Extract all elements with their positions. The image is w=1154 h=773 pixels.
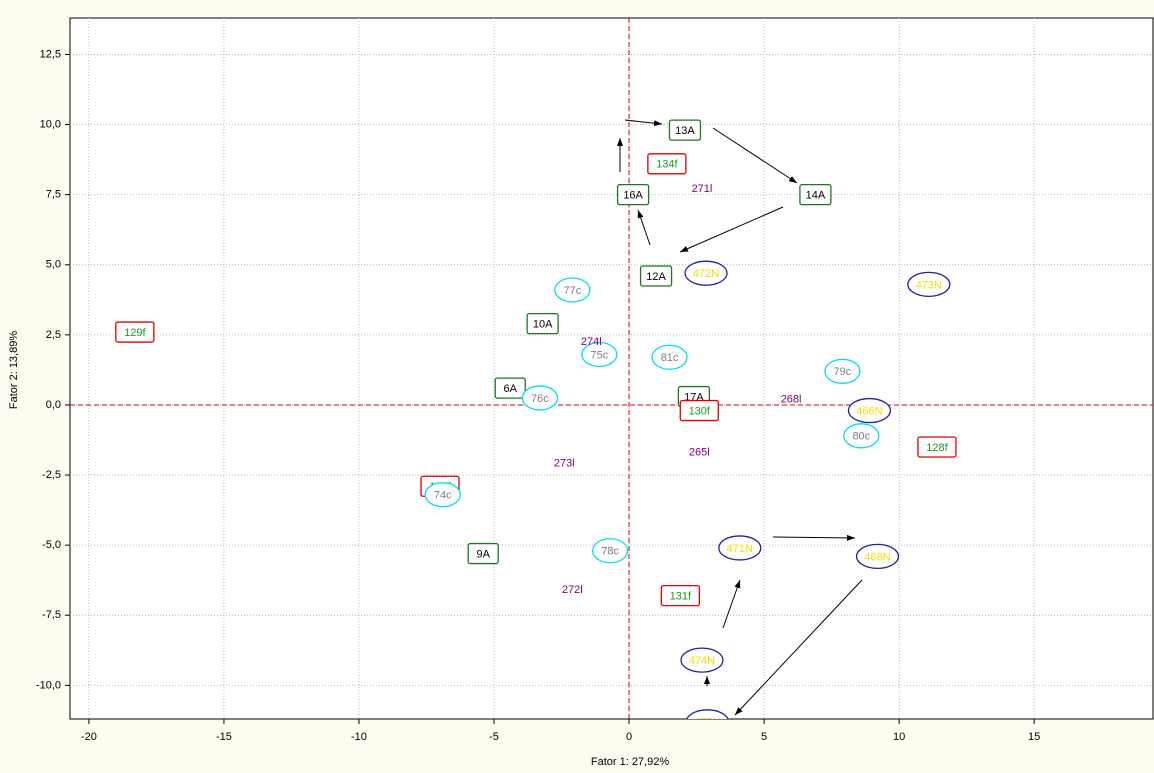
x-tick-label: -15 <box>216 731 232 743</box>
point-label: 78c <box>601 546 619 558</box>
arrow <box>624 119 663 127</box>
x-tick-label: -20 <box>81 731 97 743</box>
point-box <box>616 184 650 206</box>
point-box <box>917 436 957 458</box>
point-box <box>467 542 499 565</box>
y-tick-label: 7,5 <box>46 189 61 201</box>
point-ellipse <box>843 423 880 449</box>
y-tick-label: 5,0 <box>46 259 61 271</box>
point-box <box>647 153 687 175</box>
arrow <box>712 127 798 184</box>
point-label: 271l <box>692 183 713 195</box>
y-tick-label: 2,5 <box>46 329 61 341</box>
x-tick-label: 10 <box>893 731 905 743</box>
reference-lines <box>70 18 1153 719</box>
point-box <box>679 399 719 422</box>
arrows <box>617 119 863 716</box>
point-label: 131f <box>670 591 692 603</box>
point-ellipse <box>651 344 688 370</box>
point-label: 6A <box>503 383 517 395</box>
point-ellipse <box>591 538 629 564</box>
point-label: 473N <box>916 279 942 291</box>
point-label: 130f <box>689 405 711 417</box>
point-label: 472N <box>693 268 719 280</box>
axes: -20 -15 -10 -5 0 5 10 15 12,5 10,0 7,5 5,0 2,5 0,0 -2,… <box>36 48 1040 743</box>
point-label: 273l <box>554 458 575 470</box>
point-ellipse <box>907 271 951 298</box>
point-label: 272l <box>562 584 583 596</box>
point-box <box>660 584 701 607</box>
point-label: 16A <box>623 190 643 202</box>
arrow <box>637 209 651 246</box>
arrow <box>772 534 856 541</box>
x-tick-label: -5 <box>489 731 499 743</box>
point-label: 468N <box>864 551 890 563</box>
point-label: 265l <box>689 447 710 459</box>
point-label: 14A <box>806 190 826 202</box>
point-label: 76c <box>531 393 549 405</box>
point-label: 9A <box>476 548 490 560</box>
arrow <box>722 579 741 629</box>
point-label: 12A <box>646 271 666 283</box>
point-label: 471N <box>727 543 753 555</box>
x-tick-label: 15 <box>1028 731 1040 743</box>
point-label: 128f <box>926 442 948 454</box>
y-tick-label: 0,0 <box>46 399 61 411</box>
x-axis-label: Fator 1: 27,92% <box>591 756 669 768</box>
point-box <box>799 184 832 206</box>
y-tick-label: 12,5 <box>40 48 61 60</box>
point-label: 274l <box>581 336 602 348</box>
point-box <box>115 321 155 343</box>
point-ellipse <box>684 260 728 286</box>
point-ellipse <box>680 647 724 673</box>
point-label: 13A <box>675 125 695 137</box>
y-tick-label: 10,0 <box>40 118 61 130</box>
point-ellipse <box>718 535 762 561</box>
point-label: 475N <box>694 717 720 729</box>
point-ellipse <box>554 277 591 303</box>
x-tick-label: -10 <box>351 731 367 743</box>
y-tick-label: -7,5 <box>42 609 61 621</box>
x-tick-label: 0 <box>626 731 632 743</box>
arrow <box>734 579 863 716</box>
point-ellipse <box>686 709 729 719</box>
x-tick-label: 5 <box>761 731 767 743</box>
point-ellipse <box>424 482 461 508</box>
point-label: 80c <box>852 431 870 443</box>
point-ellipse <box>824 358 861 384</box>
point-label: 77c <box>563 285 581 297</box>
point-box <box>526 312 559 335</box>
y-axis-label: Fator 2: 13,89% <box>8 331 20 409</box>
point-ellipse <box>847 397 892 424</box>
point-label: 129f <box>124 327 146 339</box>
point-ellipse <box>521 385 559 411</box>
point-box <box>494 377 526 399</box>
point-label: 74c <box>434 490 452 502</box>
plot-area <box>69 17 1154 720</box>
y-tick-label: -5,0 <box>42 539 61 551</box>
point-label: 10A <box>533 319 553 331</box>
point-ellipse <box>581 341 618 368</box>
point-label: 81c <box>661 352 679 364</box>
point-label: 79c <box>834 366 852 378</box>
arrow <box>679 206 784 253</box>
y-tick-label: -2,5 <box>42 469 61 481</box>
y-tick-label: -10,0 <box>36 679 61 691</box>
point-box <box>639 265 673 287</box>
point-box <box>668 119 702 141</box>
point-label: 268l <box>781 393 802 405</box>
point-ellipse <box>855 543 900 570</box>
point-label: 75c <box>590 349 608 361</box>
point-label: 466N <box>856 405 882 417</box>
point-label: 134f <box>656 159 678 171</box>
points: 13A16A14A12A10A6A17A9A134f129f130f128f12… <box>115 119 957 729</box>
point-label: 474N <box>689 655 715 667</box>
